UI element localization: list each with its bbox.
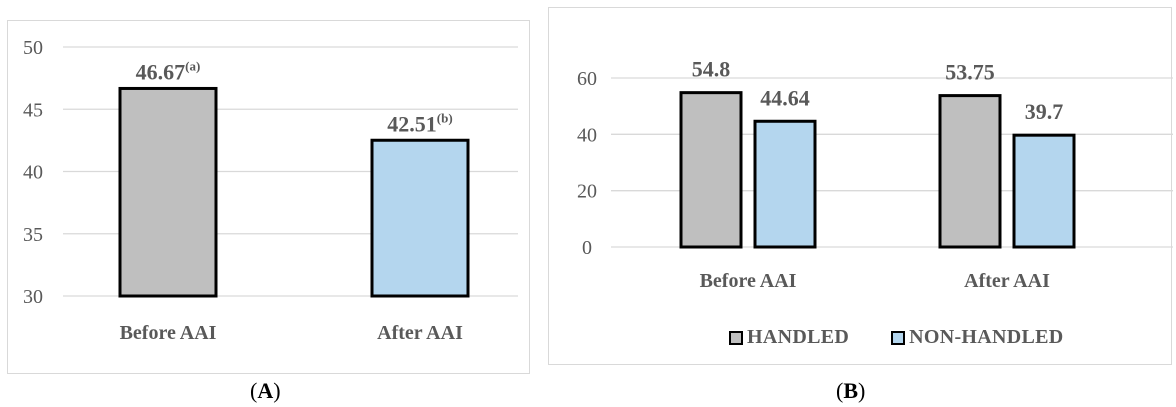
- x-category-label: After AAI: [377, 322, 463, 344]
- y-tick-label: 20: [577, 181, 597, 203]
- legend-swatch-non-handled: [891, 330, 906, 345]
- legend-label-handled: HANDLED: [747, 326, 850, 348]
- y-tick-label: 45: [23, 99, 43, 121]
- y-tick-label: 30: [23, 286, 43, 308]
- bar: [1012, 133, 1076, 249]
- x-category-label: Before AAI: [120, 322, 217, 344]
- data-label: 54.8: [692, 57, 731, 82]
- bar: [753, 119, 817, 249]
- data-label: 46.67(a): [136, 58, 201, 84]
- chart-b-panel: 0 20 40 60 54.8 53.75 44.64 39.7 Before AAI After…: [548, 7, 1173, 365]
- bar: [938, 94, 1002, 249]
- data-label: 53.75: [945, 60, 995, 85]
- y-tick-label: 35: [23, 224, 43, 246]
- y-tick-label: 60: [577, 68, 597, 90]
- data-label: 39.7: [1025, 99, 1064, 124]
- chart-a-svg: 30 35 40 45 50 46.67(a) Before AAI 42.51(b) Afte…: [23, 37, 518, 344]
- chart-a-panel: 30 35 40 45 50 46.67(a) Before AAI 42.51(b) Afte…: [7, 20, 530, 374]
- x-category-label: After AAI: [964, 270, 1050, 292]
- chart-b-caption: (B): [836, 378, 866, 403]
- chart-b-svg: 0 20 40 60 54.8 53.75 44.64 39.7 Before AAI After…: [577, 57, 1173, 292]
- y-tick-label: 40: [23, 162, 43, 184]
- y-tick-label: 0: [582, 237, 592, 259]
- chart-a-caption: (A): [250, 378, 281, 403]
- bar: [118, 86, 218, 298]
- legend-item-non-handled: NON-HANDLED: [891, 326, 1063, 349]
- legend-label-non-handled: NON-HANDLED: [909, 326, 1064, 348]
- legend-swatch-handled: [729, 330, 743, 345]
- y-tick-label: 50: [23, 37, 43, 59]
- bar: [679, 91, 743, 249]
- bar: [370, 138, 470, 298]
- data-label: 44.64: [760, 85, 810, 110]
- y-tick-label: 40: [577, 124, 597, 146]
- x-category-label: Before AAI: [700, 270, 797, 292]
- data-label: 42.51(b): [387, 110, 452, 136]
- chart-b-legend: HANDLED NON-HANDLED: [729, 326, 1064, 349]
- legend-item-handled: HANDLED: [729, 326, 849, 349]
